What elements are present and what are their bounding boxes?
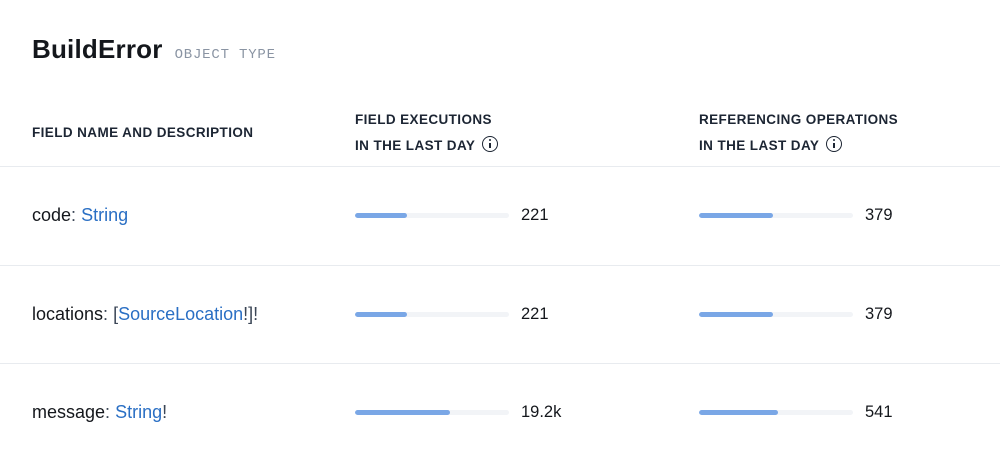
field-separator: :: [103, 303, 114, 324]
executions-bar-fill: [355, 311, 408, 317]
table-row: message: String! 19.2k 541: [0, 363, 1000, 461]
divider: [0, 363, 1000, 364]
executions-bar-fill: [355, 409, 451, 415]
operations-value: 379: [865, 205, 893, 224]
column-header-executions-line2: IN THE LAST DAY: [355, 138, 476, 153]
executions-metric: 221: [355, 265, 549, 363]
operations-bar: [699, 409, 853, 415]
page-header: BuildError OBJECT TYPE: [32, 34, 276, 65]
column-header-operations-line2: IN THE LAST DAY: [699, 138, 820, 153]
column-header-operations: REFERENCING OPERATIONS IN THE LAST DAY: [699, 107, 898, 159]
operations-metric: 379: [699, 166, 893, 264]
field-signature: locations: [SourceLocation!]!: [32, 265, 258, 363]
field-name: code: [32, 204, 72, 225]
operations-bar-fill: [699, 212, 773, 218]
divider: [0, 265, 1000, 266]
field-name: message: [32, 401, 106, 422]
field-type-link[interactable]: String: [81, 204, 129, 225]
field-name: locations: [32, 303, 104, 324]
column-header-field: FIELD NAME AND DESCRIPTION: [32, 120, 253, 146]
executions-metric: 221: [355, 166, 549, 264]
table-row: locations: [SourceLocation!]! 221 379: [0, 265, 1000, 363]
field-signature: code: String: [32, 166, 128, 264]
executions-bar: [355, 409, 509, 415]
operations-bar-fill: [699, 311, 773, 317]
divider: [0, 166, 1000, 167]
type-suffix: !: [162, 401, 168, 422]
executions-value: 221: [521, 205, 549, 224]
executions-bar-fill: [355, 212, 408, 218]
operations-metric: 541: [699, 363, 893, 461]
operations-bar: [699, 311, 853, 317]
column-header-operations-line1: REFERENCING OPERATIONS: [699, 112, 899, 127]
executions-metric: 19.2k: [355, 363, 561, 461]
executions-value: 19.2k: [521, 402, 562, 421]
column-header-field-label: FIELD NAME AND DESCRIPTION: [32, 125, 254, 140]
executions-value: 221: [521, 304, 549, 323]
operations-value: 541: [865, 402, 893, 421]
type-prefix: [: [113, 303, 119, 324]
executions-bar: [355, 311, 509, 317]
info-icon[interactable]: [826, 136, 843, 152]
column-header-executions: FIELD EXECUTIONS IN THE LAST DAY: [355, 107, 499, 159]
type-suffix: !]!: [243, 303, 259, 324]
executions-bar: [355, 212, 509, 218]
operations-bar-fill: [699, 409, 778, 415]
operations-metric: 379: [699, 265, 893, 363]
operations-value: 379: [865, 304, 893, 323]
type-kind-label: OBJECT TYPE: [174, 47, 276, 63]
field-separator: :: [105, 401, 116, 422]
field-type-link[interactable]: String: [115, 401, 163, 422]
operations-bar: [699, 212, 853, 218]
field-separator: :: [71, 204, 82, 225]
table-row: code: String 221 379: [0, 166, 1000, 264]
page-title: BuildError: [32, 34, 163, 64]
field-type-link[interactable]: SourceLocation: [118, 303, 244, 324]
info-icon[interactable]: [482, 136, 499, 152]
column-header-executions-line1: FIELD EXECUTIONS: [355, 112, 492, 127]
field-signature: message: String!: [32, 363, 167, 461]
